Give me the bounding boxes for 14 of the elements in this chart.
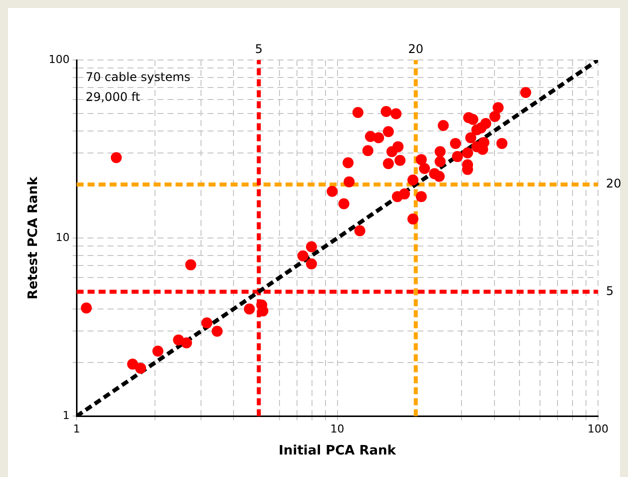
y-tick-label: 1 — [62, 409, 70, 422]
annotation: 70 cable systems — [86, 70, 190, 84]
y-tick-label: 100 — [48, 52, 70, 66]
x-tick-label: 100 — [588, 422, 608, 436]
x-tick-label: 1 — [73, 422, 80, 436]
annotation: 29,000 ft — [86, 90, 140, 104]
ref-line-label: 20 — [408, 42, 424, 56]
x-tick-label: 10 — [330, 422, 344, 436]
x-axis-title: Initial PCA Rank — [278, 444, 396, 459]
y-tick-label: 10 — [56, 230, 70, 244]
ref-line-label: 5 — [255, 42, 263, 56]
ref-line-label: 5 — [606, 284, 614, 298]
y-axis-title: Retest PCA Rank — [26, 176, 42, 300]
ref-line-label: 20 — [606, 176, 622, 191]
